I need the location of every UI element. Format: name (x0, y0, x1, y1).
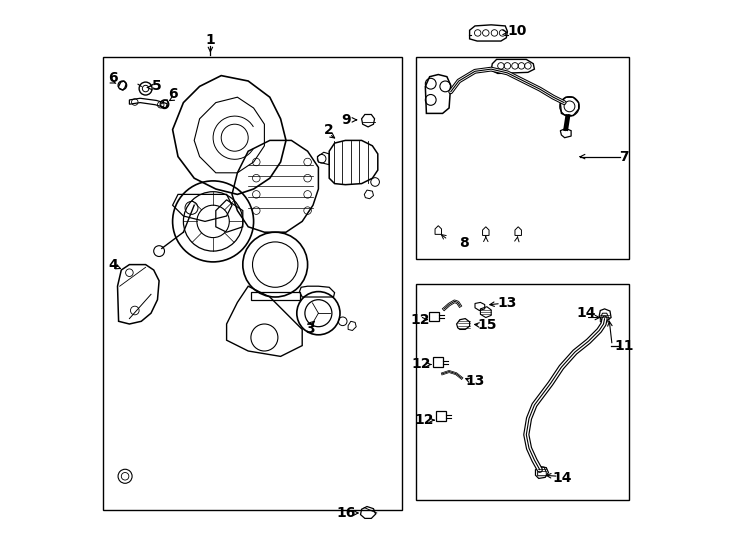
Text: 5: 5 (151, 79, 161, 93)
Text: 7: 7 (619, 150, 629, 164)
Text: 3: 3 (305, 322, 315, 336)
Text: 4: 4 (109, 258, 118, 272)
Text: 12: 12 (414, 413, 434, 427)
Bar (415, 57, 629, 259)
Text: 11: 11 (614, 339, 633, 353)
Text: 10: 10 (507, 24, 527, 38)
Text: 9: 9 (341, 113, 352, 127)
Text: 13: 13 (465, 374, 484, 388)
Text: 6: 6 (109, 71, 118, 85)
Text: 14: 14 (553, 471, 573, 485)
Text: 1: 1 (206, 33, 215, 48)
Text: 16: 16 (337, 506, 356, 520)
Bar (103, 57, 402, 510)
Text: 13: 13 (498, 296, 517, 310)
Text: 15: 15 (477, 318, 497, 332)
Text: 6: 6 (168, 87, 178, 102)
Text: 12: 12 (411, 357, 431, 372)
Text: 14: 14 (576, 306, 595, 320)
Text: 2: 2 (324, 123, 334, 137)
Bar (415, 284, 629, 500)
Text: 12: 12 (410, 313, 429, 327)
Text: 8: 8 (459, 236, 469, 250)
